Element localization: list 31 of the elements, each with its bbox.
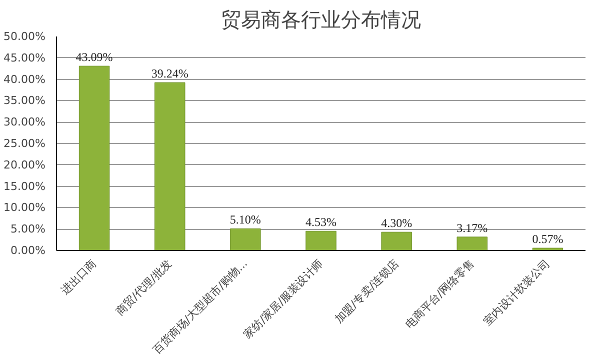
bar [306,230,336,250]
bar [381,232,412,250]
y-tick-label: 30.00% [4,116,46,129]
data-label: 43.09% [76,50,113,64]
y-tick-label: 5.00% [10,222,46,236]
y-tick-label: 50.00% [4,30,46,43]
x-tick-label: 室内设计软装公司 [480,256,552,328]
data-label: 39.24% [151,66,188,81]
bar [78,66,110,250]
bar [154,82,186,250]
data-label: 0.57% [532,232,564,246]
chart-title: 贸易商各行业分布情况 [221,8,421,32]
data-label: 3.17% [456,220,488,235]
x-tick-label: 加盟/专卖/连锁店 [332,256,402,326]
y-tick-label: 10.00% [4,201,46,214]
bar [230,228,261,250]
data-label: 4.30% [381,216,412,230]
y-tick-label: 15.00% [4,180,46,193]
x-tick-label: 商贸/代理/批发 [113,256,174,318]
x-tick-label: 电商平台/网络零售 [402,256,477,331]
y-tick-label: 20.00% [4,158,46,172]
y-tick-label: 40.00% [4,72,46,86]
y-tick-label: 0.00% [10,244,46,257]
bar [532,248,564,250]
data-label: 5.10% [230,212,261,227]
bar [456,236,488,250]
y-tick-label: 35.00% [4,94,46,108]
x-tick-label: 进出口商 [58,256,99,298]
data-label: 4.53% [306,215,336,230]
y-tick-label: 25.00% [4,137,46,150]
y-tick-label: 45.00% [4,51,46,64]
